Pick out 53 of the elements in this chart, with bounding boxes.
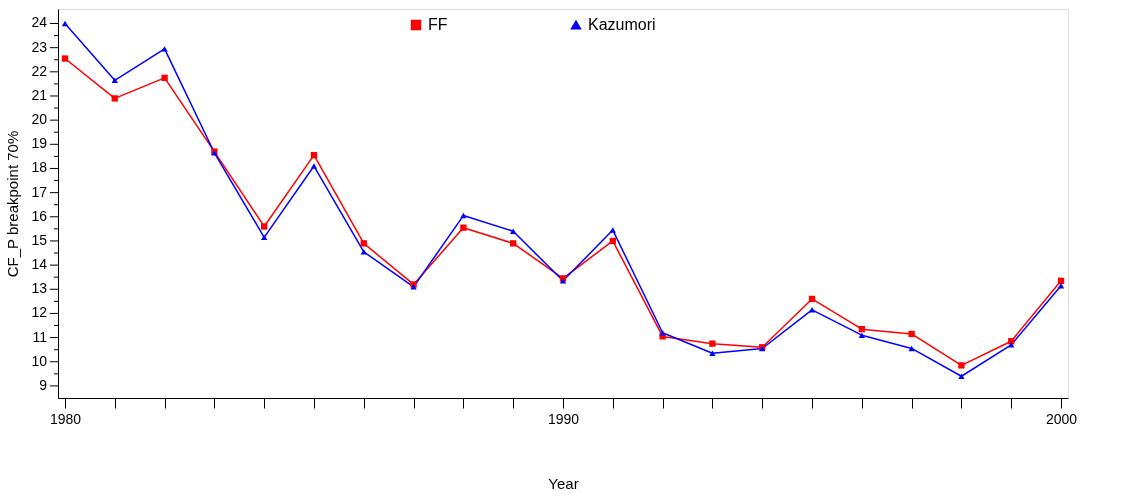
legend-label: FF: [428, 16, 448, 33]
point: [908, 330, 915, 338]
point: [61, 55, 69, 62]
x-tick-label: 2000: [1045, 410, 1078, 427]
point: [808, 307, 816, 313]
y-tick-label: 10: [31, 352, 48, 369]
point: [1057, 277, 1065, 284]
point: [161, 46, 168, 52]
y-tick-label: 13: [31, 280, 48, 297]
point: [161, 74, 168, 82]
x-axis-title: Year: [548, 474, 579, 492]
point: [360, 240, 367, 247]
y-tick-label: 12: [31, 304, 48, 321]
y-tick-label: 20: [31, 111, 48, 128]
y-tick-label: 21: [31, 86, 48, 103]
y-tick-label: 22: [31, 62, 48, 79]
point: [261, 223, 268, 230]
y-tick-label: 24: [31, 14, 48, 31]
y-tick-label: 17: [31, 183, 48, 200]
y-tick-label: 19: [31, 135, 48, 152]
point: [1008, 342, 1015, 348]
x-tick-label: 1990: [547, 410, 580, 427]
point: [61, 20, 69, 27]
point: [858, 325, 865, 333]
point: [709, 350, 716, 357]
y-axis-title: CF_P breakpoint 70%: [3, 130, 21, 278]
point: [261, 234, 268, 241]
point: [908, 345, 915, 352]
point: [111, 77, 118, 84]
point: [808, 295, 816, 303]
point: [709, 340, 716, 347]
point: [510, 228, 517, 235]
point: [310, 163, 318, 169]
point: [958, 362, 965, 369]
y-tick-label: 14: [31, 256, 48, 273]
point: [609, 227, 616, 233]
point: [858, 332, 865, 338]
point: [360, 249, 367, 255]
y-tick-label: 15: [31, 231, 48, 248]
y-tick-label: 18: [31, 159, 48, 176]
point: [510, 240, 517, 247]
x-tick-label: 1980: [49, 410, 82, 427]
y-tick-label: 16: [31, 207, 48, 224]
y-tick-label: 11: [32, 328, 48, 345]
point: [460, 224, 467, 231]
point: [310, 152, 318, 159]
y-tick-label: 23: [31, 38, 48, 55]
point: [609, 237, 616, 245]
point: [111, 95, 118, 102]
legend-label: Kazumori: [588, 16, 656, 33]
point: [659, 330, 666, 336]
point: [958, 373, 965, 379]
y-tick-label: 9: [39, 376, 48, 393]
